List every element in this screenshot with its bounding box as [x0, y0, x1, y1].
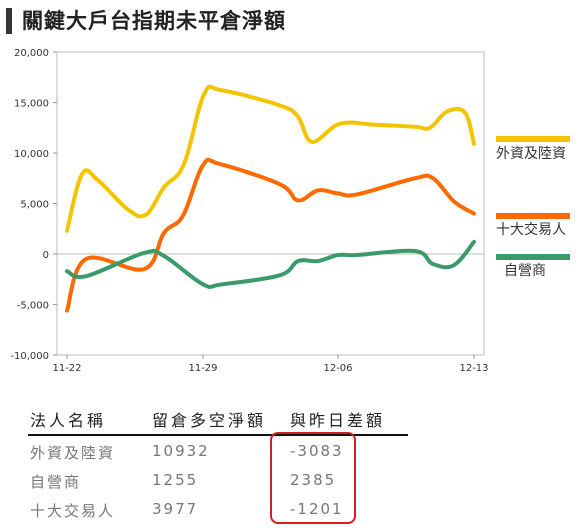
legend-label: 自營商: [504, 263, 546, 279]
series-line-0: [65, 84, 476, 233]
change-highlight-box: [270, 432, 356, 524]
row-net-position: 10932: [152, 442, 210, 460]
title-accent-bar: [6, 8, 12, 34]
legend-label: 十大交易人: [496, 221, 566, 238]
legend-label: 外資及陸資: [496, 146, 566, 162]
chart-axes: -10,000 -5,000 0 5,000 10,000 15,000 20,000 11-…: [10, 48, 488, 374]
row-institution: 十大交易人: [30, 502, 116, 520]
line-chart: -10,000 -5,000 0 5,000 10,000 15,000 20,000 11-…: [10, 48, 570, 374]
series-line-2: [65, 239, 476, 289]
row-net-position: 1255: [152, 471, 199, 489]
legend-swatch: [496, 136, 570, 142]
header-daily-change: 與昨日差額: [290, 411, 386, 430]
y-tick-label: 20,000: [14, 48, 49, 59]
table-row: 自營商 1255 2385: [28, 471, 408, 499]
page-title: 關鍵大戶台指期未平倉淨額: [22, 9, 286, 33]
table-header: 法人名稱 留倉多空淨額 與昨日差額: [28, 404, 408, 436]
x-tick-label: 12-13: [459, 363, 488, 374]
x-tick-label: 11-29: [188, 363, 217, 374]
table-row: 外資及陸資 10932 -3083: [28, 442, 408, 470]
x-tick-label: 12-06: [323, 363, 352, 374]
y-tick-label: 5,000: [20, 200, 49, 211]
y-tick-label: 15,000: [14, 99, 49, 110]
row-institution: 外資及陸資: [30, 444, 116, 462]
row-daily-change: 2385: [290, 471, 337, 489]
legend-swatch: [496, 213, 570, 219]
row-institution: 自營商: [30, 473, 82, 491]
x-tick-label: 11-22: [52, 363, 81, 374]
legend-swatch: [496, 254, 570, 260]
header-net-position: 留倉多空淨額: [152, 411, 267, 430]
y-tick-label: 10,000: [14, 149, 49, 160]
row-net-position: 3977: [152, 500, 199, 518]
series-line-1: [65, 157, 476, 313]
header-institution: 法人名稱: [30, 411, 107, 430]
y-tick-label: 0: [43, 250, 49, 261]
y-tick-label: -10,000: [10, 351, 49, 362]
table-row: 十大交易人 3977 -1201: [28, 500, 408, 528]
y-tick-label: -5,000: [17, 301, 49, 312]
row-daily-change: -1201: [290, 500, 344, 518]
chart-series: [65, 84, 476, 313]
row-daily-change: -3083: [290, 442, 344, 460]
